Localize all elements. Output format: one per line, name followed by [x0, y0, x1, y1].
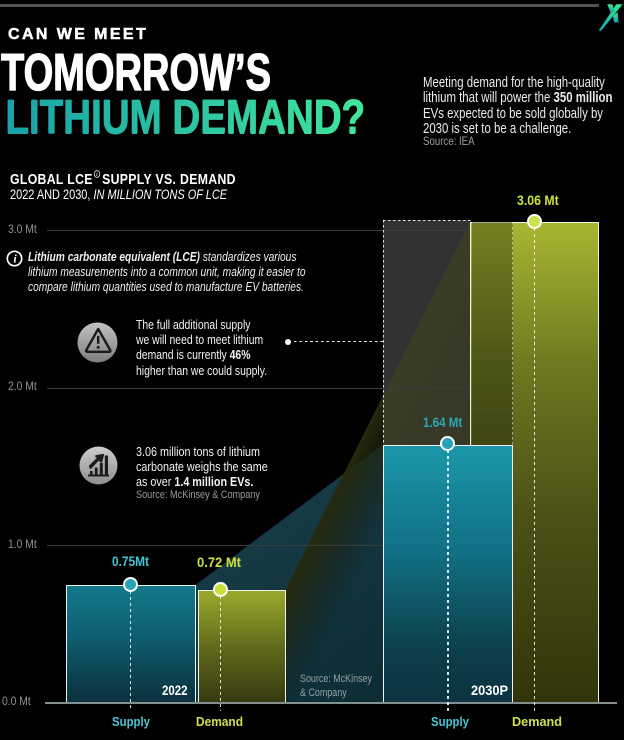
svg-text:i: i [13, 252, 17, 266]
svg-text:i: i [96, 172, 98, 178]
